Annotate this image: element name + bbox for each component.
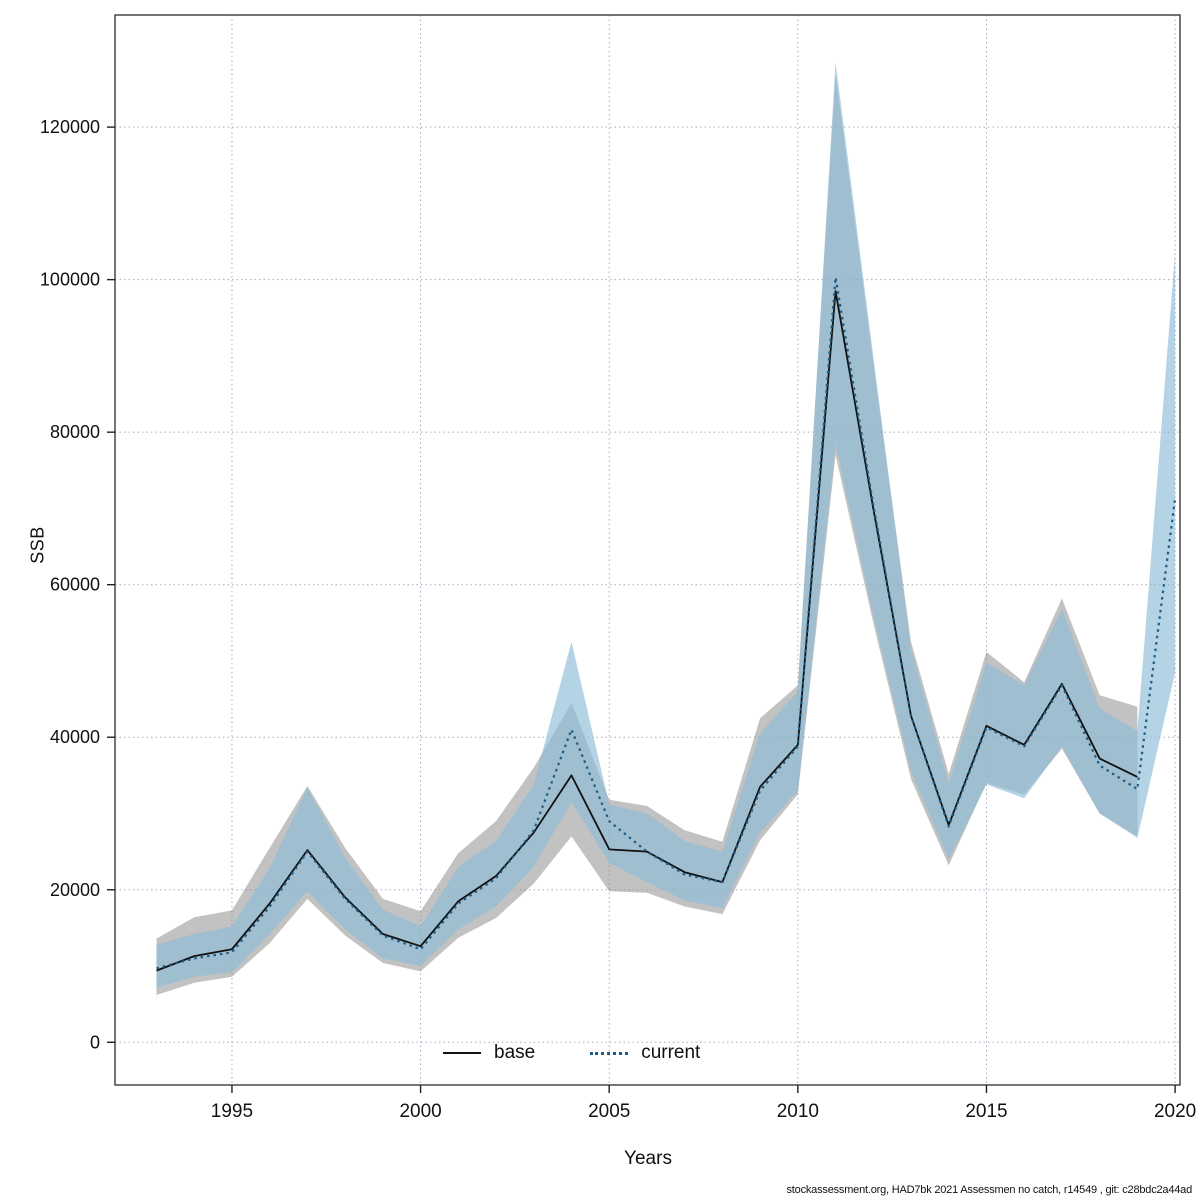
svg-text:80000: 80000: [50, 422, 100, 442]
svg-text:2010: 2010: [777, 1101, 819, 1122]
legend-base-label: base: [494, 1042, 536, 1063]
svg-text:60000: 60000: [50, 575, 100, 595]
grid-lines: [115, 15, 1180, 1085]
y-axis-title: SSB: [27, 526, 48, 564]
plot-border: [114, 14, 1181, 1086]
legend-current-label: current: [641, 1042, 701, 1063]
svg-text:40000: 40000: [50, 727, 100, 747]
svg-text:100000: 100000: [40, 270, 100, 290]
svg-text:2015: 2015: [965, 1101, 1007, 1122]
svg-text:20000: 20000: [50, 880, 100, 900]
axis-ticks: [107, 126, 1176, 1093]
svg-text:0: 0: [90, 1032, 100, 1052]
svg-text:1995: 1995: [211, 1101, 253, 1122]
svg-text:120000: 120000: [40, 117, 100, 137]
svg-text:2020: 2020: [1154, 1101, 1196, 1122]
svg-text:2005: 2005: [588, 1101, 630, 1122]
x-axis-title: Years: [624, 1148, 672, 1169]
svg-text:2000: 2000: [399, 1101, 441, 1122]
base-line-sample-icon: [443, 1052, 481, 1054]
footer-text: stockassessment.org, HAD7bk 2021 Assessm…: [786, 1184, 1193, 1196]
y-tick-labels: 0 20000 40000 60000 80000 100000 120000: [40, 117, 100, 1052]
legend: base current: [443, 1042, 700, 1064]
legend-item-base: base: [443, 1042, 535, 1064]
current-line-sample-icon: [590, 1051, 629, 1055]
current-confidence-band: [156, 62, 1176, 988]
x-tick-labels: 1995 2000 2005 2010 2015 2020: [211, 1101, 1196, 1122]
legend-item-current: current: [590, 1042, 700, 1064]
